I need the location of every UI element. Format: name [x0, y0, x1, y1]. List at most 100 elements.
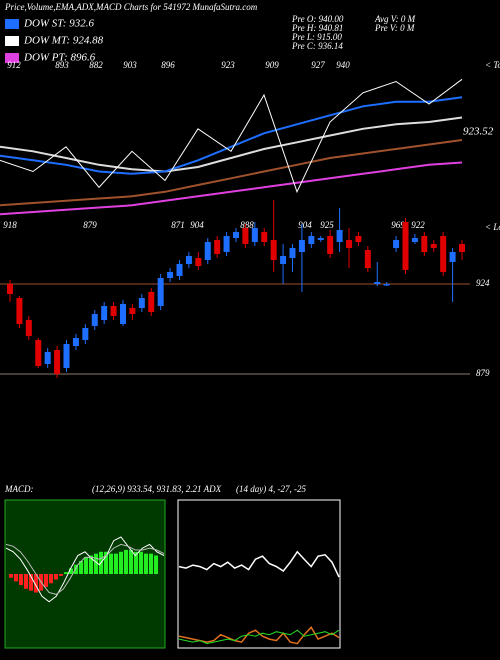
candle-body	[91, 314, 98, 326]
candle-body	[402, 222, 409, 270]
candle-body	[383, 284, 390, 286]
candle-body	[82, 328, 89, 340]
series-line	[0, 139, 463, 207]
top-label: 909	[265, 60, 279, 70]
candle-body	[336, 230, 343, 242]
legend-label: DOW MT: 924.88	[23, 35, 104, 47]
series-line	[0, 78, 463, 194]
tops-marker: < Tops	[485, 60, 500, 70]
top-label: 912	[7, 60, 21, 70]
series-line	[178, 626, 340, 645]
candle-body	[289, 248, 296, 258]
top-label: 927	[311, 60, 325, 70]
low-label: 871	[171, 220, 185, 230]
candle-body	[7, 284, 13, 294]
stat-label: Pre L: 915.00	[291, 32, 342, 42]
candle-body	[411, 238, 418, 242]
candle-body	[16, 298, 23, 324]
candle-body	[44, 352, 51, 364]
histogram-bar	[119, 551, 123, 574]
legend-swatch	[5, 53, 19, 63]
candle-body	[167, 272, 174, 278]
candle-body	[327, 236, 334, 254]
candle-body	[185, 256, 192, 264]
histogram-bar	[154, 555, 158, 574]
histogram-bar	[69, 568, 73, 574]
histogram-bar	[89, 555, 93, 574]
histogram-bar	[29, 574, 33, 591]
candle-body	[364, 250, 371, 268]
adx-params: (14 day) 4, -27, -25	[236, 484, 306, 494]
histogram-bar	[59, 574, 63, 576]
low-label: 918	[3, 220, 17, 230]
candle-body	[195, 258, 202, 266]
stat-label: Pre O: 940.00	[291, 14, 344, 24]
histogram-bar	[114, 553, 118, 574]
stat-label: Avg V: 0 M	[374, 14, 416, 24]
price-level-label: 924	[476, 278, 490, 288]
candle-body	[270, 240, 277, 260]
top-label: 940	[336, 60, 350, 70]
candle-body	[346, 240, 352, 248]
histogram-bar	[139, 551, 143, 574]
candle-body	[120, 304, 126, 324]
histogram-bar	[129, 549, 133, 574]
candle-body	[72, 338, 79, 346]
low-label: 969	[391, 220, 405, 230]
stat-label: Pre V: 0 M	[374, 23, 415, 33]
legend-swatch	[5, 19, 19, 29]
histogram-bar	[124, 549, 128, 574]
series-line	[5, 536, 165, 603]
histogram-bar	[134, 551, 138, 574]
candle-body	[459, 244, 465, 252]
price-level-label: 879	[476, 368, 490, 378]
chart-title: Price,Volume,EMA,ADX,MACD Charts for 541…	[4, 2, 258, 12]
histogram-bar	[104, 551, 108, 574]
series-line	[178, 629, 340, 645]
histogram-bar	[94, 553, 98, 574]
low-label: 888	[240, 220, 254, 230]
last-price-label: 923.52	[463, 126, 494, 138]
histogram-bar	[79, 561, 83, 574]
series-line	[0, 161, 463, 216]
low-label: 904	[298, 220, 312, 230]
candle-body	[54, 350, 61, 374]
low-label: 904	[190, 220, 204, 230]
stat-label: Pre H: 940.81	[291, 23, 343, 33]
histogram-bar	[44, 574, 48, 587]
candle-body	[430, 244, 437, 248]
candle-body	[204, 242, 211, 260]
candle-body	[298, 240, 305, 252]
histogram-bar	[54, 574, 58, 580]
legend-label: DOW PT: 896.6	[23, 52, 96, 64]
candle-body	[129, 308, 136, 314]
candle-body	[214, 240, 221, 254]
histogram-bar	[144, 553, 148, 574]
histogram-bar	[149, 553, 153, 574]
candle-body	[355, 236, 362, 242]
candle-body	[176, 264, 183, 276]
histogram-bar	[109, 553, 113, 574]
low-label: 925	[320, 220, 334, 230]
top-label: 882	[89, 60, 103, 70]
low-label: 922	[411, 220, 425, 230]
macd-title: MACD:	[4, 484, 34, 494]
candle-body	[242, 228, 249, 244]
legend-swatch	[5, 36, 19, 46]
candle-body	[317, 238, 324, 240]
candle-body	[110, 306, 117, 316]
candle-body	[233, 232, 239, 238]
candle-body	[393, 240, 400, 248]
candle-body	[421, 236, 428, 252]
candle-body	[138, 298, 145, 308]
histogram-bar	[74, 564, 78, 574]
candle-body	[35, 340, 42, 366]
histogram-bar	[34, 574, 38, 593]
candle-body	[101, 306, 108, 320]
series-line	[5, 543, 165, 595]
lows-marker: < Lows	[485, 222, 500, 232]
histogram-bar	[49, 574, 53, 584]
series-line	[0, 116, 463, 173]
histogram-bar	[24, 574, 28, 589]
